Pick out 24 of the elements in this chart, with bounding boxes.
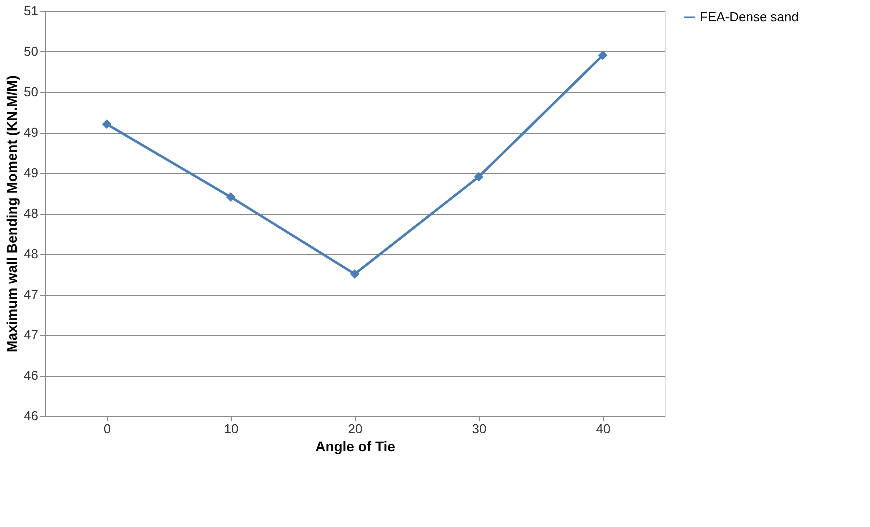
y-tick-label: 48	[24, 246, 38, 262]
x-tick-label: 40	[596, 422, 611, 436]
y-tick-label: 48	[24, 206, 38, 221]
point	[474, 172, 484, 182]
y-tick-label: 49	[24, 125, 38, 140]
point	[226, 192, 236, 202]
x-tick-label: 30	[472, 422, 487, 436]
point	[598, 50, 608, 60]
y-tick-label: 50	[24, 84, 38, 100]
y-tick-label: 51	[24, 4, 38, 18]
y-tick-label: 50	[24, 44, 38, 59]
y-tick-label: 47	[24, 328, 38, 342]
x-tick-label: 20	[348, 422, 363, 436]
point	[102, 120, 112, 130]
x-axis-title: Angle of Tie	[316, 438, 396, 454]
y-tick-label: 47	[24, 287, 38, 302]
y-tick-label: 46	[24, 408, 38, 424]
x-tick-label: 0	[104, 422, 112, 436]
y-axis-title: Maximum wall Bending Moment (KN.M/M)	[4, 76, 20, 352]
point	[350, 270, 360, 279]
y-tick-label: 46	[24, 368, 38, 383]
x-tick-label: 10	[224, 422, 239, 436]
y-tick-label: 49	[24, 166, 38, 180]
legend-label: FEA-Dense sand	[700, 10, 799, 24]
